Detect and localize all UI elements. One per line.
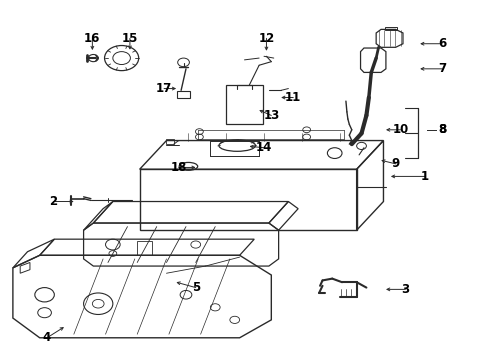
Text: 9: 9 <box>391 157 399 170</box>
Text: 3: 3 <box>401 283 408 296</box>
Text: 17: 17 <box>156 82 172 95</box>
Text: 10: 10 <box>391 123 408 136</box>
Text: 4: 4 <box>43 331 51 344</box>
Text: 8: 8 <box>437 123 445 136</box>
Text: 7: 7 <box>437 62 445 75</box>
Text: 5: 5 <box>191 281 200 294</box>
Text: 16: 16 <box>84 32 101 45</box>
Text: 14: 14 <box>255 141 272 154</box>
Text: 13: 13 <box>263 109 279 122</box>
Text: 18: 18 <box>170 161 186 174</box>
Text: 1: 1 <box>420 170 428 183</box>
Text: 6: 6 <box>437 37 445 50</box>
Text: 8: 8 <box>437 123 445 136</box>
Text: 11: 11 <box>285 91 301 104</box>
Text: 12: 12 <box>258 32 274 45</box>
Text: 2: 2 <box>49 195 57 208</box>
Text: 15: 15 <box>122 32 138 45</box>
